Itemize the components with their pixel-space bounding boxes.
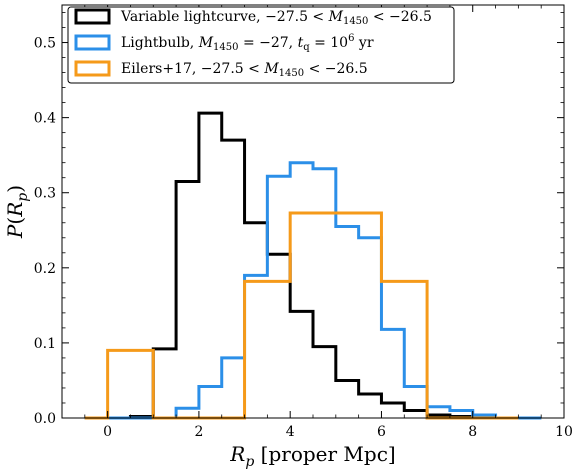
x-tick-label: 8 xyxy=(468,424,477,440)
y-tick-label: 0.3 xyxy=(34,186,56,202)
y-tick-label: 0.5 xyxy=(34,36,56,52)
legend-entry-label: Eilers+17, −27.5 < M1450 < −26.5 xyxy=(121,61,368,79)
y-axis-label: P(Rp) xyxy=(3,185,31,239)
y-tick-label: 0.1 xyxy=(34,336,56,352)
legend-swatch-0 xyxy=(74,8,111,25)
legend-entry-label: Lightbulb, M1450 = −27, tq = 106 yr xyxy=(121,33,374,53)
x-tick-label: 6 xyxy=(377,424,386,440)
legend-frame xyxy=(67,6,455,84)
x-tick-label: 0 xyxy=(103,424,112,440)
x-axis-label: Rp [proper Mpc] xyxy=(229,442,395,470)
legend-swatch-2 xyxy=(74,60,111,77)
x-tick-label: 2 xyxy=(194,424,203,440)
x-tick-label: 4 xyxy=(286,424,295,440)
axes-layer: 0 2 4 6 8 10 0.0 0.1 0.2 0.3 0.4 0.5 Rp [proper Mpc]… xyxy=(3,4,573,470)
series-1-step-line xyxy=(84,161,542,420)
series-2-step-line xyxy=(84,211,519,420)
legend-swatch-1 xyxy=(74,34,111,51)
legend: Variable lightcurve, −27.5 < M1450 < −26… xyxy=(67,6,455,84)
y-tick-label: 0.0 xyxy=(34,411,56,427)
y-tick-label: 0.4 xyxy=(34,111,56,127)
y-tick-label: 0.2 xyxy=(34,261,56,277)
x-tick-label: 10 xyxy=(555,424,573,440)
legend-entry-label: Variable lightcurve, −27.5 < M1450 < −26… xyxy=(120,9,432,27)
